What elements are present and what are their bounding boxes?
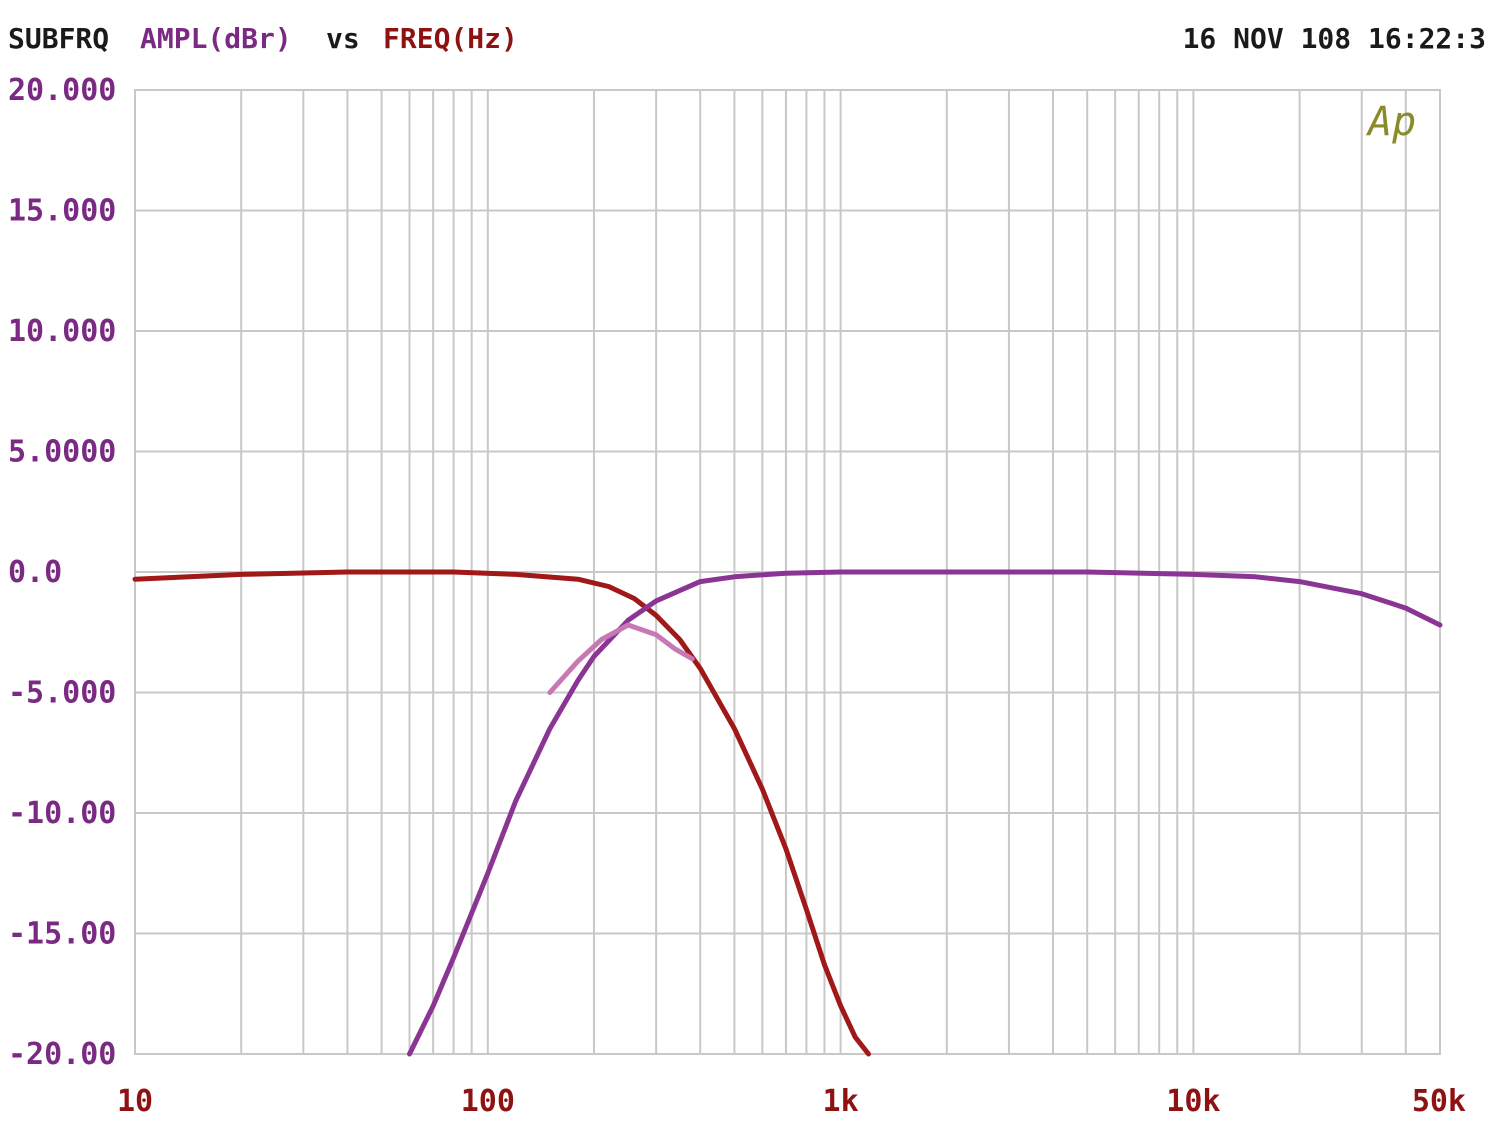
y-tick-label: 20.000 (8, 73, 116, 108)
chart-series (132, 569, 1443, 1057)
y-axis-tick-labels: 20.000 15.000 10.000 5.0000 0.0 -5.000 -10.00 -… (8, 73, 116, 1072)
y-tick-label: -5.000 (8, 676, 116, 711)
header-vs: vs (326, 22, 360, 55)
x-tick-label: 100 (461, 1084, 515, 1119)
y-tick-label: -15.00 (8, 917, 116, 952)
header-x-quantity: FREQ(Hz) (383, 22, 518, 55)
plot-frame (134, 89, 1441, 1055)
x-tick-label: 50k (1412, 1084, 1466, 1119)
header-prefix: SUBFRQ (8, 22, 109, 55)
ap-logo: Ap (1365, 99, 1416, 145)
y-tick-label: 15.000 (8, 194, 116, 229)
header-timestamp: 16 NOV 108 16:22:3 (1183, 22, 1486, 55)
x-tick-label: 10 (117, 1084, 153, 1119)
y-tick-label: 5.0000 (8, 435, 116, 470)
x-tick-label: 1k (823, 1084, 859, 1119)
lowpass-curve (132, 569, 871, 1057)
x-axis-tick-labels: 10 100 1k 10k 50k (117, 1084, 1466, 1119)
y-tick-label: 10.000 (8, 314, 116, 349)
x-tick-label: 10k (1166, 1084, 1220, 1119)
highpass-curve (407, 569, 1443, 1057)
header-y-quantity: AMPL(dBr) (140, 22, 292, 55)
y-tick-label: 0.0 (8, 555, 62, 590)
y-tick-label: -20.00 (8, 1037, 116, 1072)
summed-response-curve (547, 622, 695, 695)
y-tick-label: -10.00 (8, 796, 116, 831)
